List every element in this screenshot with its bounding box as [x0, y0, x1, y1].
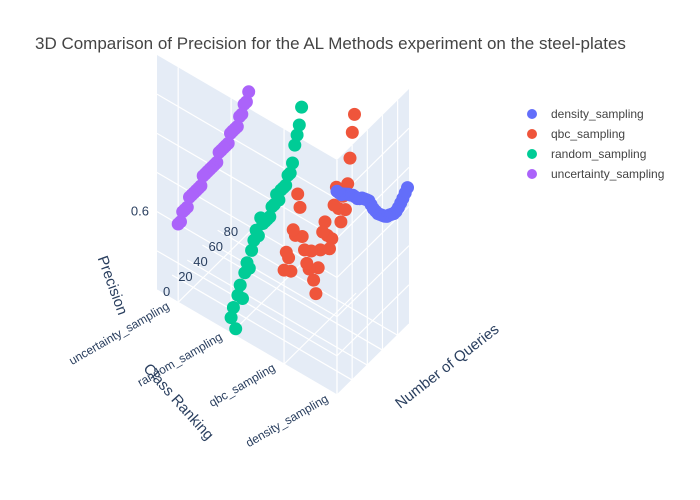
data-point-random_sampling[interactable] [247, 233, 261, 247]
data-point-uncertainty_sampling[interactable] [196, 169, 210, 183]
class-tick-label: density_sampling [243, 391, 330, 449]
legend-label: qbc_sampling [551, 127, 626, 141]
grid-x-floor [202, 244, 383, 351]
legend-label: uncertainty_sampling [551, 167, 665, 181]
data-point-random_sampling[interactable] [254, 211, 268, 225]
data-point-uncertainty_sampling[interactable] [224, 126, 237, 140]
data-point-uncertainty_sampling[interactable] [176, 205, 190, 219]
grid-z-wall-left [156, 93, 338, 200]
grid-z-wall [336, 245, 410, 318]
grid-class-floor [177, 230, 251, 303]
legend-item-random_sampling[interactable]: random_sampling [521, 144, 664, 164]
x-tick-label: 80 [224, 224, 238, 239]
data-point-random_sampling[interactable] [238, 266, 252, 280]
data-point-random_sampling[interactable] [229, 322, 243, 336]
data-point-qbc_sampling[interactable] [277, 263, 291, 277]
legend-swatch [527, 109, 537, 119]
data-point-random_sampling[interactable] [231, 288, 245, 302]
data-point-random_sampling[interactable] [290, 128, 304, 142]
floor [157, 219, 409, 395]
data-point-qbc_sampling[interactable] [298, 243, 311, 257]
z-axis-title: Precision [94, 254, 131, 318]
data-point-qbc_sampling[interactable] [286, 223, 300, 237]
data-point-qbc_sampling[interactable] [309, 287, 323, 301]
legend-item-density_sampling[interactable]: density_sampling [521, 104, 664, 124]
legend-swatch [527, 129, 537, 139]
data-point-random_sampling[interactable] [245, 243, 259, 257]
data-point-qbc_sampling[interactable] [334, 215, 348, 229]
data-point-uncertainty_sampling[interactable] [171, 217, 185, 231]
data-point-random_sampling[interactable] [224, 311, 238, 325]
x-tick-label: 60 [209, 239, 223, 254]
data-point-qbc_sampling[interactable] [316, 225, 330, 239]
data-point-qbc_sampling[interactable] [293, 200, 307, 214]
data-point-qbc_sampling[interactable] [307, 273, 321, 287]
data-point-uncertainty_sampling[interactable] [242, 85, 256, 99]
data-point-random_sampling[interactable] [281, 168, 295, 182]
data-point-random_sampling[interactable] [288, 138, 302, 152]
legend-label: random_sampling [551, 147, 647, 161]
data-point-uncertainty_sampling[interactable] [233, 110, 247, 123]
z-tick-label: 0.6 [131, 204, 149, 219]
legend-item-uncertainty_sampling[interactable]: uncertainty_sampling [521, 164, 664, 184]
y-axis-title: Class Ranking [140, 360, 217, 443]
class-tick-label: qbc_sampling [206, 361, 277, 410]
legend-item-qbc_sampling[interactable]: qbc_sampling [521, 124, 664, 144]
data-point-uncertainty_sampling[interactable] [237, 97, 251, 111]
data-point-random_sampling[interactable] [265, 200, 279, 214]
grid-class-floor [336, 323, 410, 396]
data-point-random_sampling[interactable] [270, 187, 284, 201]
data-point-qbc_sampling[interactable] [279, 245, 293, 259]
legend[interactable]: density_sampling qbc_sampling random_sampl… [521, 104, 664, 184]
data-point-qbc_sampling[interactable] [318, 215, 332, 229]
grid-class-floor [283, 292, 357, 365]
grid-x-floor [171, 274, 353, 381]
data-point-qbc_sampling[interactable] [343, 151, 357, 165]
data-point-density_sampling[interactable] [330, 184, 344, 198]
x-tick-label: 0 [163, 284, 170, 299]
data-point-random_sampling[interactable] [295, 100, 309, 114]
data-point-qbc_sampling[interactable] [345, 125, 359, 139]
legend-swatch [527, 169, 537, 179]
data-point-random_sampling[interactable] [286, 156, 299, 170]
data-point-qbc_sampling[interactable] [291, 187, 305, 201]
data-point-qbc_sampling[interactable] [300, 256, 314, 270]
legend-label: density_sampling [551, 107, 644, 121]
grid-x-floor [156, 289, 338, 396]
grid-z-wall-left [156, 132, 338, 239]
data-point-uncertainty_sampling[interactable] [183, 190, 196, 204]
data-point-random_sampling[interactable] [240, 256, 254, 270]
data-point-qbc_sampling[interactable] [327, 198, 341, 212]
data-point-qbc_sampling[interactable] [348, 107, 361, 121]
x-axis-title: Number of Queries [392, 321, 502, 412]
data-point-random_sampling[interactable] [292, 118, 306, 132]
data-point-uncertainty_sampling[interactable] [212, 145, 226, 159]
data-point-random_sampling[interactable] [233, 278, 247, 292]
data-point-qbc_sampling[interactable] [341, 177, 355, 191]
x-tick-label: 20 [178, 269, 192, 284]
data-point-random_sampling[interactable] [249, 223, 263, 237]
x-tick-label: 40 [193, 254, 207, 269]
data-point-random_sampling[interactable] [226, 301, 240, 314]
grid-z-wall [336, 284, 410, 357]
legend-swatch [527, 149, 537, 159]
grid-z-wall-left [156, 250, 338, 357]
chart-title: 3D Comparison of Precision for the AL Me… [35, 34, 626, 53]
